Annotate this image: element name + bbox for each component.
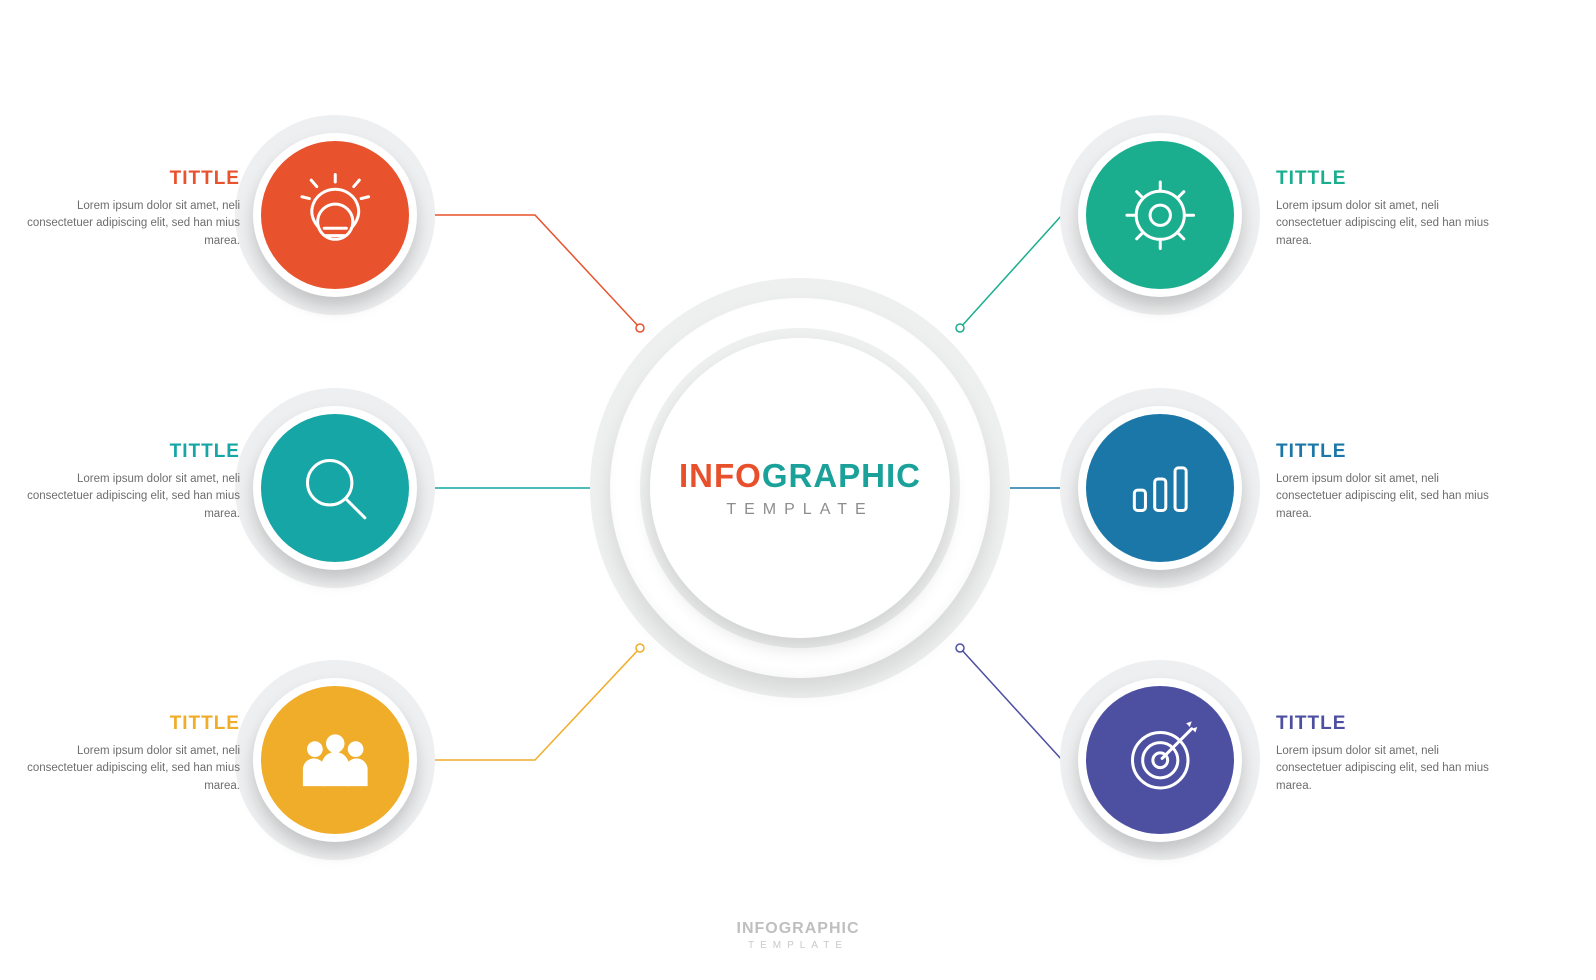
connector-idea-end-dot [636,324,644,332]
bars-icon [1114,442,1207,535]
item-chart-circle [1086,414,1234,562]
item-gear-body: Lorem ipsum dolor sit amet, neli consect… [1276,198,1506,250]
magnifier-icon [289,442,382,535]
infographic-canvas: INFOGRAPHIC TEMPLATE TITTLE Lorem ipsum … [0,0,1596,980]
connector-target [960,648,1062,760]
center-subtitle: TEMPLATE [726,501,873,519]
connector-target-end-dot [956,644,964,652]
item-gear-title: TITTLE [1276,168,1506,190]
target-icon [1114,714,1207,807]
item-chart-body: Lorem ipsum dolor sit amet, neli consect… [1276,471,1506,523]
item-chart-text: TITTLE Lorem ipsum dolor sit amet, neli … [1276,441,1506,523]
footer-subtitle: TEMPLATE [0,940,1596,951]
item-target-body: Lorem ipsum dolor sit amet, neli consect… [1276,743,1506,795]
item-people-text: TITTLE Lorem ipsum dolor sit amet, neli … [10,713,240,795]
footer-watermark: INFOGRAPHIC TEMPLATE [0,920,1596,951]
connector-idea [435,215,640,328]
bulb-icon [289,169,382,262]
connector-gear-end-dot [956,324,964,332]
people-icon [289,714,382,807]
item-people-circle [261,686,409,834]
item-idea-circle [261,141,409,289]
connector-gear [960,215,1062,328]
item-gear-circle [1086,141,1234,289]
gear-icon [1114,169,1207,262]
item-search-circle [261,414,409,562]
center-title: INFOGRAPHIC [679,457,921,495]
center-circle-core: INFOGRAPHIC TEMPLATE [650,338,950,638]
center-title-word2: GRAPHIC [762,457,921,494]
connector-people [435,648,640,760]
item-search-text: TITTLE Lorem ipsum dolor sit amet, neli … [10,441,240,523]
item-gear-text: TITTLE Lorem ipsum dolor sit amet, neli … [1276,168,1506,250]
item-chart-title: TITTLE [1276,441,1506,463]
item-target-title: TITTLE [1276,713,1506,735]
footer-word1: INFO [737,920,779,937]
item-search-body: Lorem ipsum dolor sit amet, neli consect… [10,471,240,523]
item-idea-title: TITTLE [10,168,240,190]
footer-title: INFOGRAPHIC [0,920,1596,938]
item-target-text: TITTLE Lorem ipsum dolor sit amet, neli … [1276,713,1506,795]
item-target-circle [1086,686,1234,834]
item-people-title: TITTLE [10,713,240,735]
item-idea-body: Lorem ipsum dolor sit amet, neli consect… [10,198,240,250]
connector-people-end-dot [636,644,644,652]
item-idea-text: TITTLE Lorem ipsum dolor sit amet, neli … [10,168,240,250]
center-title-word1: INFO [679,457,762,494]
item-search-title: TITTLE [10,441,240,463]
footer-word2: GRAPHIC [779,920,860,937]
item-people-body: Lorem ipsum dolor sit amet, neli consect… [10,743,240,795]
